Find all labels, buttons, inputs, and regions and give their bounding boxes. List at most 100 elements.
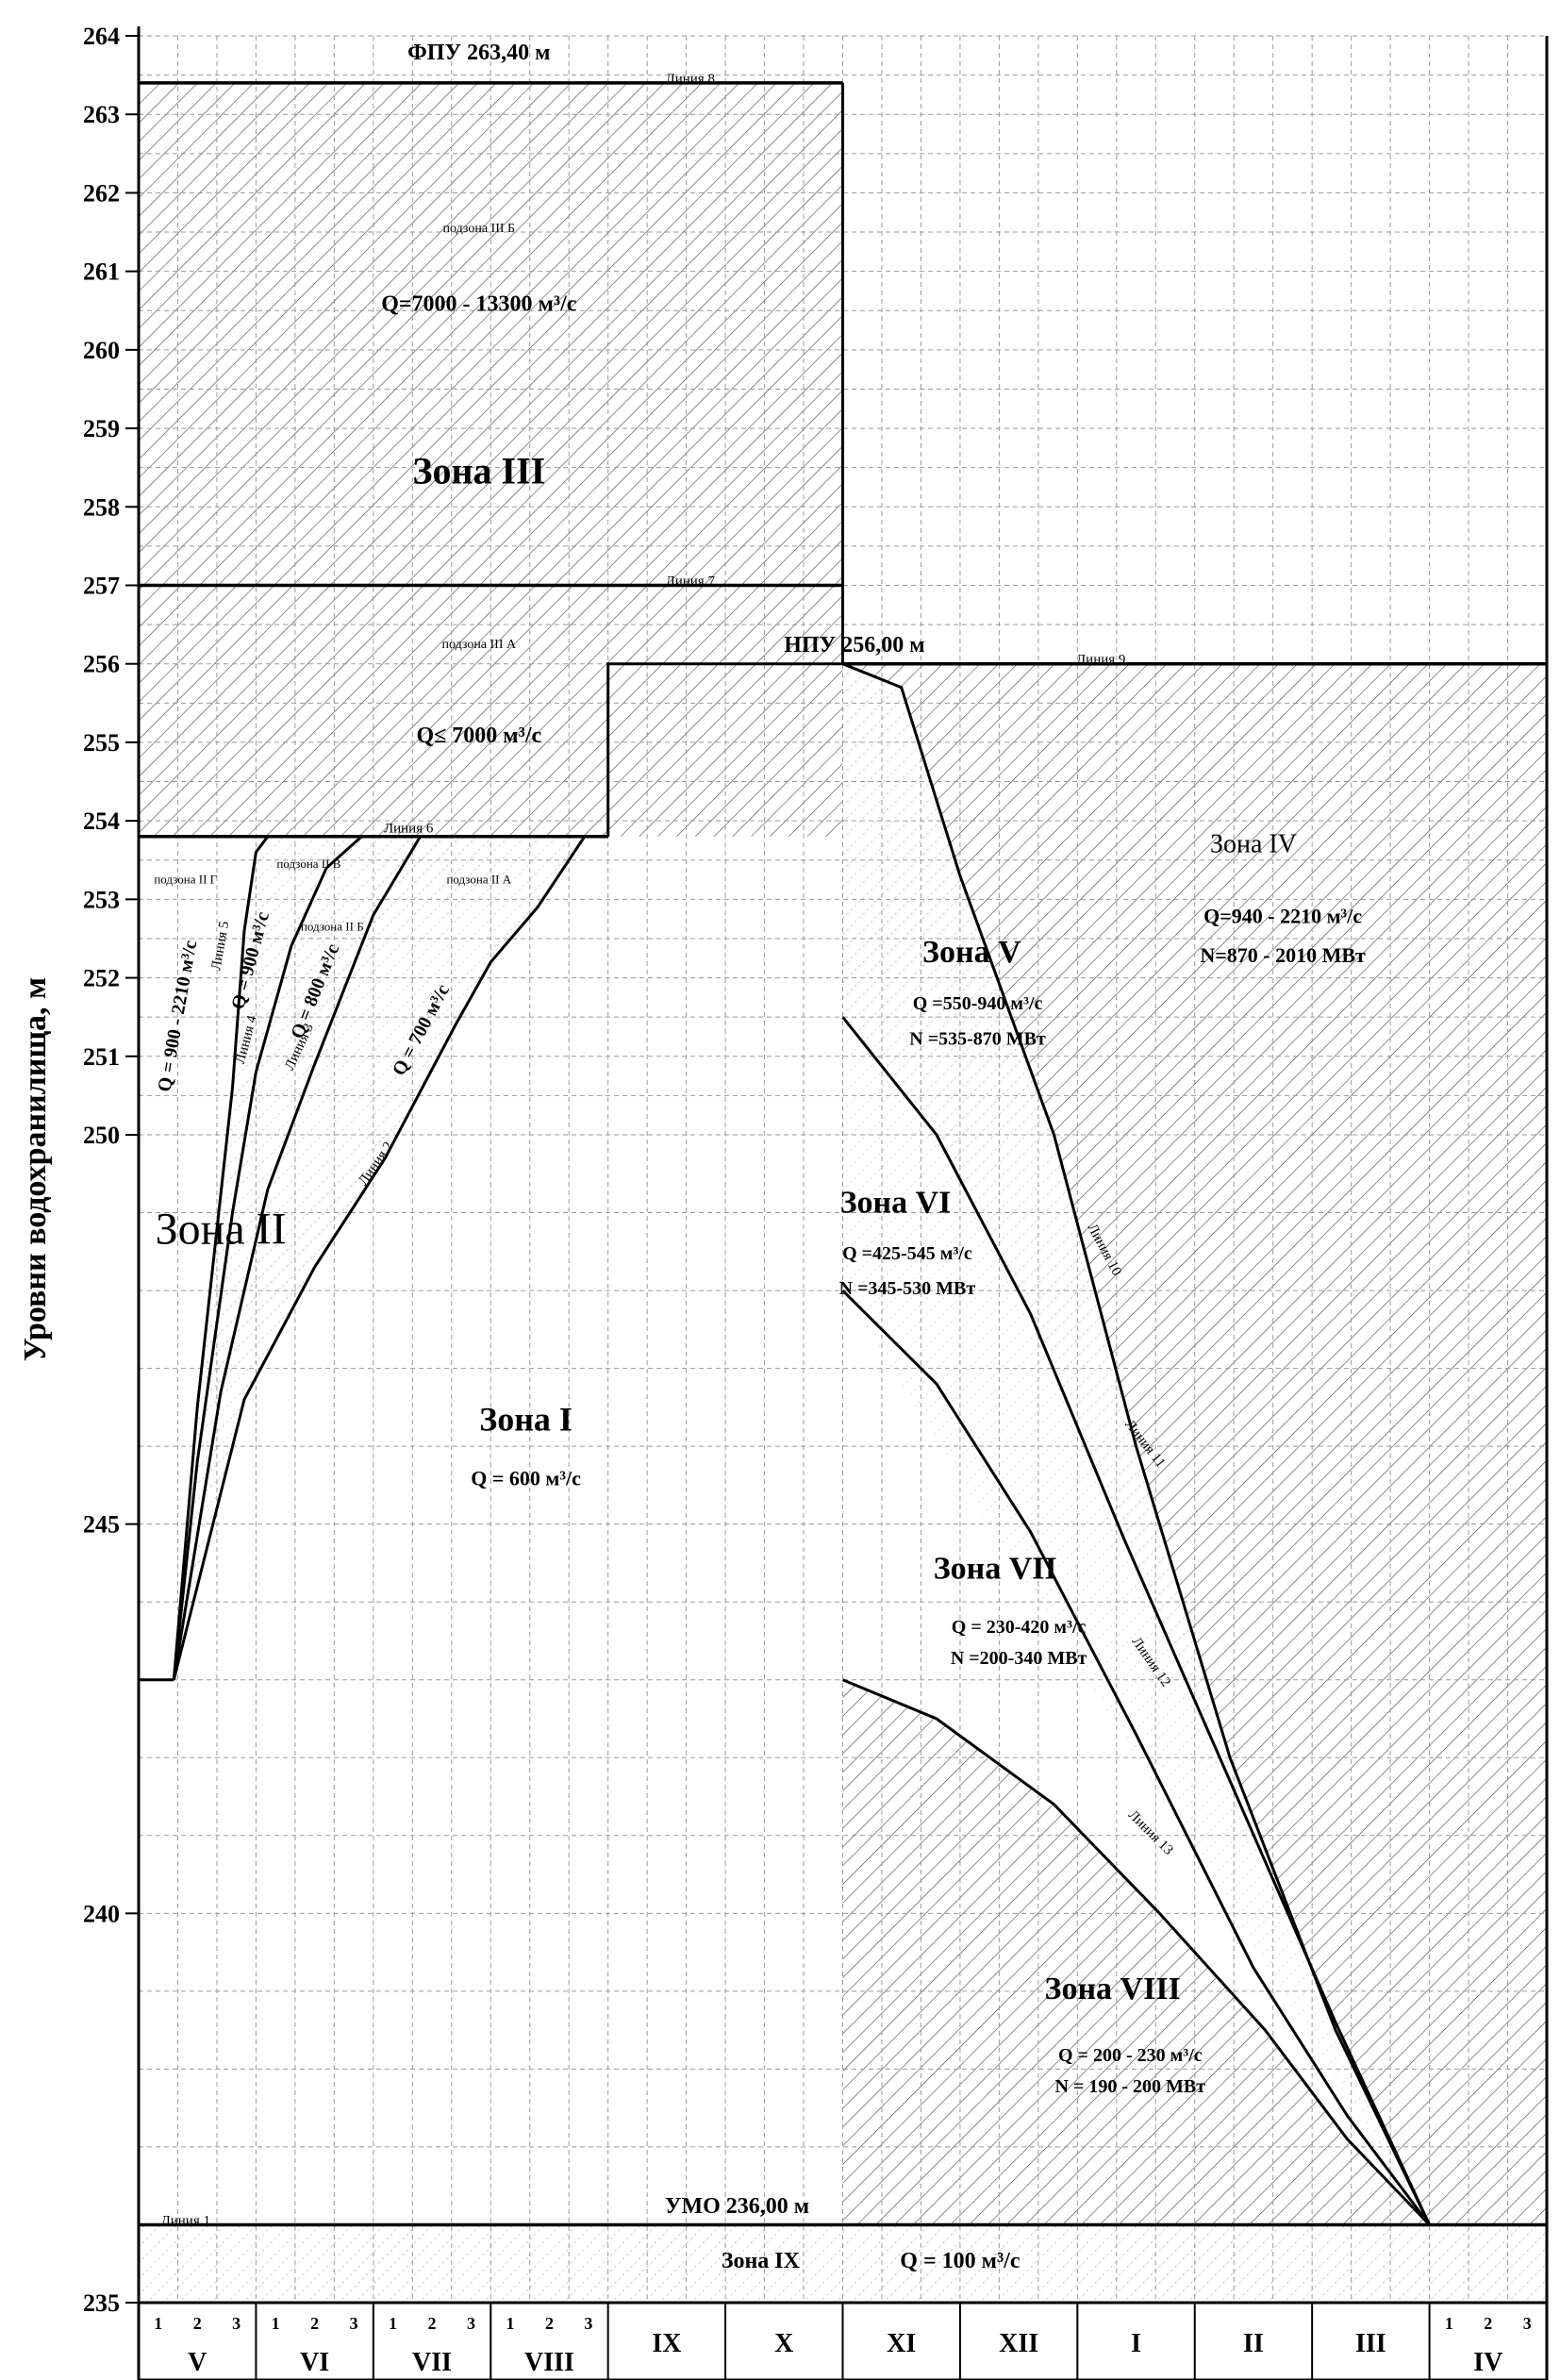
annotation-label: Зона VIII — [1045, 1972, 1181, 2006]
zone-V-hatch — [842, 663, 1430, 2225]
month-label: X — [774, 2329, 793, 2358]
decade-label: 3 — [232, 2314, 241, 2333]
annotation-label: НПУ 256,00 м — [784, 633, 924, 657]
y-tick-label: 260 — [83, 337, 120, 364]
y-tick-label: 261 — [83, 258, 120, 286]
annotation-label: Зона II — [156, 1205, 287, 1255]
month-label: VI — [300, 2348, 329, 2377]
decade-label: 2 — [310, 2314, 319, 2333]
series-line-12 — [841, 1290, 1431, 2226]
annotation-label: Зона I — [479, 1401, 573, 1439]
series-line-11 — [841, 1016, 1431, 2226]
decade-label: 1 — [154, 2314, 162, 2333]
decade-label: 1 — [389, 2314, 397, 2333]
annotation-label: Линия 8 — [666, 72, 715, 87]
month-label: IX — [652, 2329, 681, 2358]
month-label: V — [188, 2348, 207, 2377]
annotation-label: N =535-870 МВт — [909, 1028, 1046, 1049]
annotation-label: подзона II В — [276, 857, 340, 871]
zone-II-hatch — [174, 836, 608, 1680]
annotation-label: Зона V — [922, 935, 1021, 970]
annotation-label: Линия 13 — [1125, 1807, 1176, 1858]
decade-label: 3 — [584, 2314, 592, 2333]
annotation-label: Линия 6 — [384, 822, 434, 837]
series-line-2 — [172, 835, 608, 1681]
y-tick-label: 253 — [83, 886, 120, 913]
decade-label: 1 — [506, 2314, 514, 2333]
annotation-label: Q =550-940 м³/с — [913, 993, 1043, 1014]
lines-layer — [139, 81, 1547, 2227]
annotation-label: N =345-530 МВт — [839, 1278, 976, 1299]
month-label: XI — [887, 2329, 916, 2358]
annotation-label: N =200-340 МВт — [951, 1648, 1087, 1669]
y-tick-label: 251 — [83, 1043, 120, 1071]
decade-label: 1 — [1445, 2314, 1453, 2333]
month-label: I — [1131, 2329, 1141, 2358]
y-tick-label: 245 — [83, 1511, 120, 1539]
annotation-label: Q = 230-420 м³/с — [952, 1617, 1087, 1638]
series-connector-npu-step — [606, 662, 843, 837]
annotation-label: Линия 5 — [208, 920, 232, 971]
y-tick-label: 250 — [83, 1122, 120, 1149]
decade-label: 2 — [428, 2314, 437, 2333]
annotation-label: Зона IX — [722, 2249, 801, 2273]
y-tick-label: 240 — [83, 1900, 120, 1927]
annotation-label: Q = 900 - 2210 м³/с — [154, 939, 201, 1093]
decade-label: 2 — [1484, 2314, 1492, 2333]
zone-IV-hatch — [842, 663, 1547, 2225]
decade-label: 1 — [272, 2314, 280, 2333]
annotation-label: Q=7000 - 13300 м³/с — [381, 291, 577, 316]
annotation-label: подзона III А — [441, 638, 517, 652]
y-axis-label: Уровни водохранилища, м — [18, 977, 53, 1361]
decade-label: 3 — [350, 2314, 358, 2333]
annotation-label: ФПУ 263,40 м — [407, 41, 550, 65]
annotation-label: Зона VII — [934, 1551, 1057, 1586]
annotation-label: Q = 100 м³/с — [900, 2249, 1021, 2273]
series-line-13 — [841, 1678, 1431, 2226]
zone-VIII-hatch — [842, 1679, 1430, 2225]
annotation-label: Линия 7 — [666, 574, 716, 590]
month-label: VIII — [524, 2348, 574, 2377]
decade-label: 2 — [545, 2314, 554, 2333]
y-tick-label: 235 — [83, 2289, 120, 2317]
annotation-label: Линия 9 — [1076, 653, 1125, 668]
y-tick-label: 263 — [83, 101, 120, 128]
y-tick-label: 264 — [83, 23, 120, 50]
annotation-label: Q = 200 - 230 м³/с — [1058, 2045, 1203, 2066]
annotation-label: N = 190 - 200 МВт — [1055, 2076, 1206, 2097]
decade-label: 3 — [467, 2314, 475, 2333]
annotation-label: Зона III — [412, 449, 545, 491]
month-label: III — [1355, 2329, 1386, 2358]
y-tick-label: 259 — [83, 415, 120, 442]
annotation-label: Линия 1 — [161, 2213, 210, 2228]
month-label: IV — [1473, 2348, 1502, 2377]
annotation-label: Q≤ 7000 м³/с — [416, 724, 541, 748]
annotation-label: подзона II А — [446, 873, 511, 887]
y-tick-label: 254 — [83, 807, 120, 835]
annotation-label: N=870 - 2010 МВт — [1200, 943, 1366, 967]
decade-label: 2 — [193, 2314, 202, 2333]
annotation-label: Q=940 - 2210 м³/с — [1203, 904, 1362, 927]
decade-label: 3 — [1523, 2314, 1532, 2333]
annotation-label: подзона II Б — [301, 920, 364, 934]
annotation-label: Q = 600 м³/с — [471, 1466, 581, 1490]
month-label: II — [1243, 2329, 1264, 2358]
annotation-label: Q =425-545 м³/с — [842, 1243, 972, 1264]
month-label: VII — [412, 2348, 452, 2377]
series-line-4 — [172, 835, 608, 1680]
month-label: XII — [999, 2329, 1038, 2358]
y-tick-label: 262 — [83, 179, 120, 207]
annotation-label: подзона II Г — [154, 873, 217, 887]
y-tick-label: 258 — [83, 493, 120, 521]
y-tick-label: 252 — [83, 965, 120, 992]
zone-VI-hatch — [842, 1017, 1430, 2225]
annotation-label: УМО 236,00 м — [665, 2194, 809, 2219]
annotation-label: Зона IV — [1210, 829, 1297, 858]
y-tick-label: 255 — [83, 729, 120, 757]
y-tick-label: 256 — [83, 651, 120, 678]
axis-layer: 235 240 245 250 251 252 253 254 255 256 257 258 259 2… — [18, 23, 1549, 2380]
annotation-label: подзона III Б — [443, 222, 516, 236]
y-tick-label: 257 — [83, 573, 120, 600]
annotation-label: Зона VI — [840, 1186, 952, 1221]
